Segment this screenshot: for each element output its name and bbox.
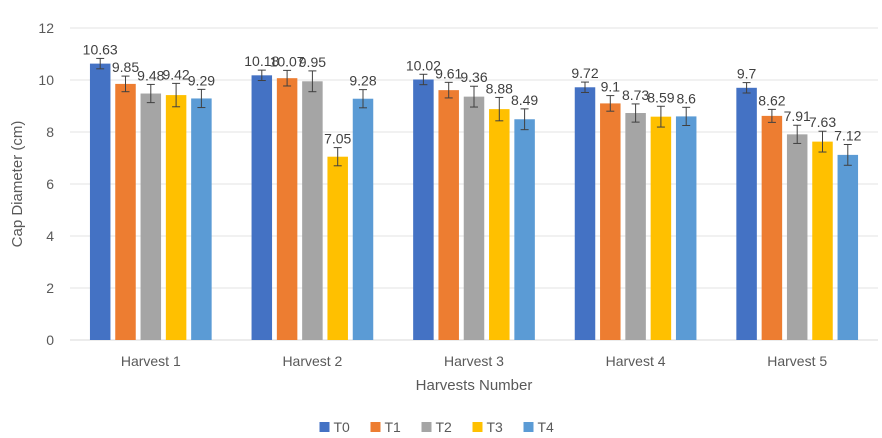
bar-t0-1 bbox=[89, 63, 111, 341]
legend-label: T4 bbox=[538, 419, 555, 435]
bar-t4-5 bbox=[837, 154, 859, 340]
bar-t0-5 bbox=[736, 87, 757, 340]
data-label: 9.72 bbox=[571, 65, 598, 81]
bar-t4-2 bbox=[352, 98, 374, 340]
x-tick-label: Harvest 1 bbox=[121, 353, 181, 369]
data-label: 9.61 bbox=[435, 65, 462, 81]
data-label: 8.6 bbox=[676, 90, 696, 106]
data-label: 7.63 bbox=[809, 114, 836, 130]
data-label: 9.42 bbox=[162, 66, 189, 82]
legend-label: T0 bbox=[334, 419, 351, 435]
bar-t2-5 bbox=[786, 134, 808, 340]
legend-label: T1 bbox=[385, 419, 402, 435]
bar-t2-2 bbox=[302, 81, 323, 341]
bar-t3-1 bbox=[165, 95, 187, 340]
bar-t2-1 bbox=[140, 93, 162, 341]
data-label: 10.07 bbox=[270, 53, 305, 69]
data-label: 7.12 bbox=[834, 127, 861, 143]
data-label: 7.91 bbox=[784, 108, 811, 124]
data-label: 9.7 bbox=[737, 66, 757, 82]
legend-swatch-t0 bbox=[319, 422, 330, 432]
y-tick-label: 6 bbox=[46, 176, 54, 192]
x-tick-label: Harvest 2 bbox=[282, 353, 342, 369]
bar-t4-4 bbox=[675, 116, 697, 341]
data-label: 9.1 bbox=[601, 79, 621, 95]
legend-label: T3 bbox=[487, 419, 504, 435]
bar-t2-4 bbox=[625, 113, 646, 341]
y-tick-label: 0 bbox=[46, 332, 54, 348]
y-tick-label: 12 bbox=[38, 20, 54, 36]
data-label: 9.85 bbox=[112, 59, 139, 75]
y-tick-label: 2 bbox=[46, 280, 54, 296]
x-axis-ticks: Harvest 1 Harvest 2 Harvest 3 Harvest 4 Harv… bbox=[121, 353, 828, 369]
bar-t0-4 bbox=[574, 87, 596, 340]
x-tick-label: Harvest 3 bbox=[444, 353, 504, 369]
legend: T0 T1 T2 T3 T4 bbox=[319, 419, 555, 435]
data-label: 7.05 bbox=[324, 131, 351, 147]
y-axis-ticks: 0 2 4 6 8 10 12 bbox=[38, 20, 54, 348]
data-label: 8.88 bbox=[486, 80, 513, 96]
x-tick-label: Harvest 4 bbox=[606, 353, 666, 369]
legend-swatch-t4 bbox=[523, 422, 534, 432]
data-label: 9.29 bbox=[188, 72, 215, 88]
bar-t3-3 bbox=[489, 109, 510, 341]
bar-t1-3 bbox=[438, 90, 459, 340]
bar-t0-2 bbox=[251, 75, 273, 340]
bar-t4-3 bbox=[514, 119, 535, 340]
data-label: 10.18 bbox=[244, 53, 279, 69]
data-label: 8.59 bbox=[647, 89, 674, 105]
bar-t4-1 bbox=[191, 98, 212, 341]
bars bbox=[89, 63, 859, 341]
data-label: 8.49 bbox=[511, 92, 538, 108]
bar-t3-4 bbox=[650, 116, 672, 340]
data-label: 9.95 bbox=[299, 54, 326, 70]
legend-label: T2 bbox=[436, 419, 453, 435]
data-label: 9.48 bbox=[137, 67, 164, 83]
y-tick-label: 8 bbox=[46, 124, 54, 140]
bar-t0-3 bbox=[413, 79, 434, 340]
bar-t1-2 bbox=[276, 78, 298, 341]
bar-t3-5 bbox=[812, 141, 833, 340]
data-label: 10.63 bbox=[83, 41, 118, 57]
y-tick-label: 10 bbox=[38, 72, 54, 88]
y-axis-title: Cap Diameter (cm) bbox=[9, 121, 26, 248]
bar-t1-5 bbox=[761, 115, 783, 340]
bar-t2-3 bbox=[463, 96, 485, 340]
bar-t1-1 bbox=[115, 83, 136, 341]
legend-swatch-t3 bbox=[472, 422, 483, 432]
bar-t3-2 bbox=[327, 156, 348, 340]
error-bars bbox=[96, 57, 852, 167]
data-label: 8.62 bbox=[758, 92, 785, 108]
x-tick-label: Harvest 5 bbox=[767, 353, 827, 369]
x-axis-title: Harvests Number bbox=[416, 377, 533, 394]
bar-t1-4 bbox=[600, 103, 621, 341]
legend-swatch-t2 bbox=[421, 422, 432, 432]
data-label: 9.36 bbox=[460, 69, 487, 85]
data-label: 8.73 bbox=[622, 87, 649, 103]
y-tick-label: 4 bbox=[46, 228, 54, 244]
data-label: 10.02 bbox=[406, 57, 441, 73]
legend-swatch-t1 bbox=[370, 422, 381, 432]
data-label: 9.28 bbox=[349, 73, 376, 89]
